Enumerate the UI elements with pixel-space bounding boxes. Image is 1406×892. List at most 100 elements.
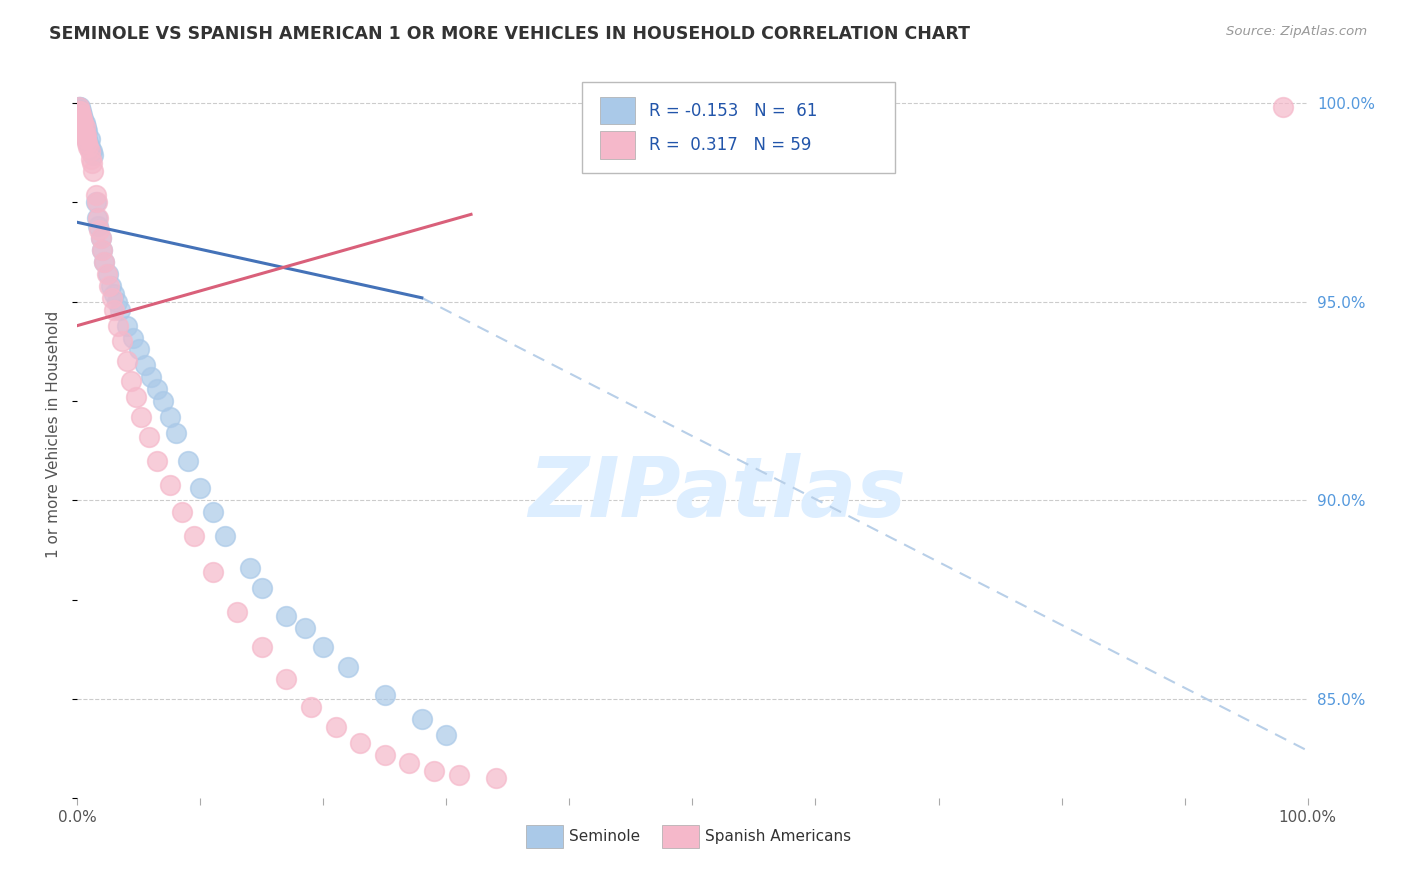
Bar	[600, 131, 634, 159]
Point	[188, 482, 212, 496]
Point	[87, 219, 110, 234]
Point	[76, 132, 98, 146]
Point	[70, 108, 93, 122]
Text: ZIPatlas: ZIPatlas	[529, 452, 905, 533]
Point	[86, 211, 108, 226]
Point	[67, 100, 90, 114]
Point	[111, 334, 132, 349]
Point	[129, 409, 153, 424]
Point	[276, 672, 298, 686]
Point	[69, 112, 91, 126]
Point	[423, 764, 446, 778]
Point	[90, 243, 114, 257]
Point	[75, 132, 97, 146]
Point	[76, 136, 98, 150]
Point	[374, 688, 396, 702]
Point	[75, 128, 97, 142]
Point	[183, 529, 205, 543]
Point	[90, 243, 114, 257]
Point	[72, 116, 94, 130]
Point	[70, 104, 93, 119]
Point	[70, 116, 93, 130]
Bar	[526, 824, 564, 847]
Point	[79, 140, 101, 154]
Point	[98, 278, 121, 293]
Point	[125, 390, 148, 404]
Point	[294, 620, 316, 634]
Point	[96, 267, 118, 281]
Text: Source: ZipAtlas.com: Source: ZipAtlas.com	[1226, 25, 1367, 38]
Point	[214, 529, 236, 543]
Point	[70, 108, 93, 122]
Point	[103, 286, 125, 301]
Point	[170, 505, 193, 519]
Point	[70, 112, 93, 126]
Point	[79, 144, 101, 158]
Point	[115, 354, 138, 368]
Point	[84, 195, 107, 210]
Point	[72, 116, 94, 130]
Point	[87, 211, 110, 226]
Point	[73, 128, 96, 142]
Y-axis label: 1 or more Vehicles in Household: 1 or more Vehicles in Household	[46, 311, 62, 558]
Point	[75, 128, 97, 142]
Point	[72, 112, 94, 126]
Point	[105, 294, 128, 309]
Point	[70, 108, 93, 122]
Point	[69, 104, 91, 119]
Point	[436, 728, 458, 742]
Point	[89, 223, 111, 237]
Point	[72, 124, 94, 138]
Point	[325, 720, 347, 734]
Point	[82, 163, 104, 178]
Point	[69, 108, 91, 122]
Point	[82, 144, 104, 158]
Point	[250, 640, 273, 655]
Point	[374, 747, 396, 762]
Point	[349, 736, 371, 750]
Text: SEMINOLE VS SPANISH AMERICAN 1 OR MORE VEHICLES IN HOUSEHOLD CORRELATION CHART: SEMINOLE VS SPANISH AMERICAN 1 OR MORE V…	[49, 25, 970, 43]
Point	[177, 453, 200, 467]
Point	[73, 124, 96, 138]
Point	[100, 278, 122, 293]
Point	[77, 140, 100, 154]
Point	[337, 660, 360, 674]
FancyBboxPatch shape	[582, 82, 896, 173]
Point	[67, 108, 90, 122]
Point	[165, 425, 187, 440]
Point	[201, 505, 224, 519]
Point	[75, 120, 97, 134]
Point	[398, 756, 420, 770]
Point	[70, 112, 93, 126]
Point	[80, 152, 103, 166]
Point	[82, 148, 104, 162]
Point	[67, 108, 90, 122]
Point	[115, 318, 138, 333]
Point	[70, 116, 93, 130]
Point	[70, 120, 93, 134]
Point	[1272, 100, 1295, 114]
Point	[70, 112, 93, 126]
Point	[69, 108, 91, 122]
Point	[93, 255, 115, 269]
Point	[103, 302, 125, 317]
Point	[67, 100, 90, 114]
Point	[82, 155, 104, 169]
Point	[70, 120, 93, 134]
Point	[128, 343, 150, 357]
Point	[69, 104, 91, 119]
Point	[110, 302, 132, 317]
Point	[312, 640, 335, 655]
Point	[146, 453, 169, 467]
Point	[77, 136, 100, 150]
Point	[73, 120, 96, 134]
Point	[70, 116, 93, 130]
Point	[72, 124, 94, 138]
Point	[86, 195, 108, 210]
Point	[79, 132, 101, 146]
Point	[121, 330, 143, 344]
Text: R =  0.317   N = 59: R = 0.317 N = 59	[650, 136, 811, 153]
Point	[141, 370, 163, 384]
Point	[93, 255, 115, 269]
Text: Spanish Americans: Spanish Americans	[704, 829, 851, 844]
